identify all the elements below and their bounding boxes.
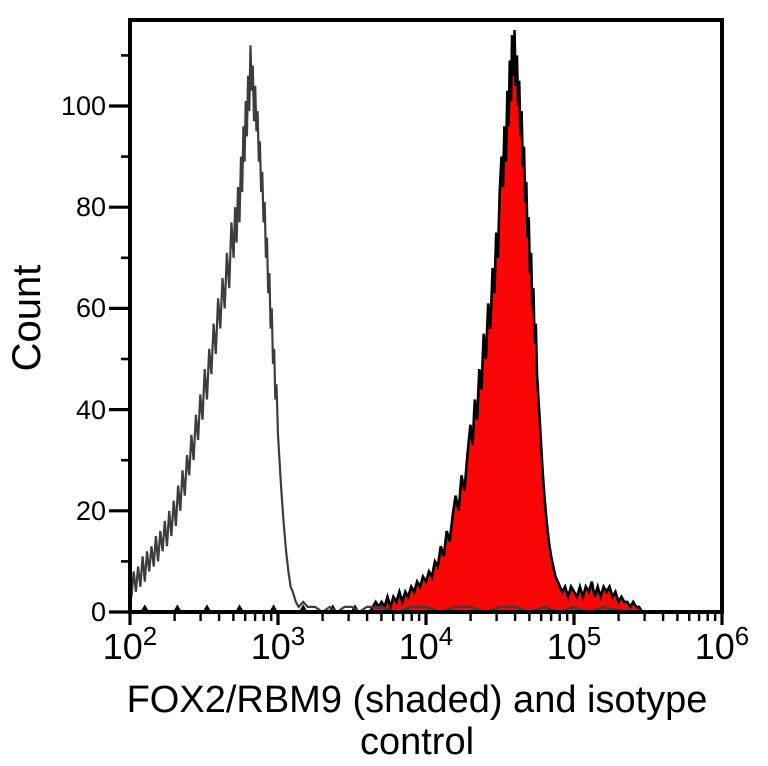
y-tick-label-60: 60 bbox=[75, 293, 106, 323]
x-tick-label-10e4: 104 bbox=[398, 621, 454, 667]
y-tick-label-100: 100 bbox=[60, 91, 106, 121]
x-tick-label-10e2: 102 bbox=[102, 621, 158, 667]
y-tick-label-20: 20 bbox=[75, 496, 106, 526]
chart-title: FOX2/RBM9 (shaded) and isotype control bbox=[126, 679, 708, 763]
x-tick-label-10e3: 103 bbox=[250, 621, 306, 667]
x-tick-label-10e6: 106 bbox=[694, 621, 750, 667]
series-shaded-fox2-rbm9 bbox=[130, 30, 648, 614]
y-tick-label-80: 80 bbox=[75, 192, 106, 222]
y-tick-label-0: 0 bbox=[90, 597, 106, 627]
series-open-isotype-control bbox=[128, 45, 722, 614]
y-tick-label-40: 40 bbox=[75, 395, 106, 425]
x-tick-label-10e5: 105 bbox=[546, 621, 602, 667]
